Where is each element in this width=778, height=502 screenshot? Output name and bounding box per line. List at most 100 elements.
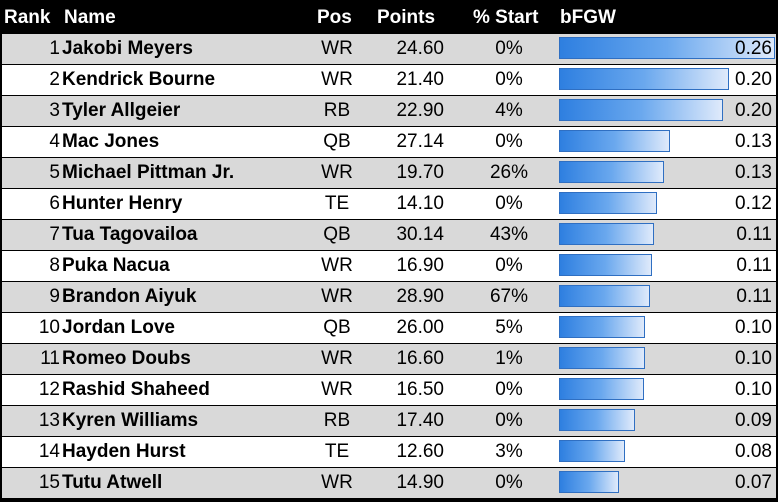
start-percent-cell: 0% [495,379,523,400]
position-cell: WR [321,69,353,90]
position-cell: QB [323,224,351,245]
header-pos: Pos [317,7,352,28]
bfgw-bar [559,254,652,276]
points-cell: 14.10 [396,193,444,214]
rank-cell: 6 [49,193,60,214]
rank-cell: 2 [49,69,60,90]
position-cell: WR [321,286,353,307]
table-row: 9 Brandon Aiyuk WR 28.90 67% 0.11 [2,281,776,312]
points-cell: 30.14 [396,224,444,245]
points-cell: 16.60 [396,348,444,369]
start-percent-cell: 5% [495,317,523,338]
position-cell: TE [324,193,350,214]
bfgw-value-cell: 0.07 [735,472,772,493]
player-name-cell: Rashid Shaheed [62,379,210,400]
rank-cell: 9 [49,286,60,307]
points-cell: 16.50 [396,379,444,400]
bfgw-bar [559,316,645,338]
position-cell: TE [324,441,350,462]
position-cell: WR [321,379,353,400]
bfgw-value-cell: 0.13 [735,131,772,152]
table-row: 12 Rashid Shaheed WR 16.50 0% 0.10 [2,374,776,405]
position-cell: WR [321,472,353,493]
player-name-cell: Puka Nacua [62,255,170,276]
player-name-cell: Jordan Love [62,317,175,338]
start-percent-cell: 3% [495,441,523,462]
header-bfgw: bFGW [560,7,616,28]
bfgw-value-cell: 0.11 [736,286,772,307]
player-name-cell: Kyren Williams [62,410,199,431]
position-cell: WR [321,38,353,59]
start-percent-cell: 0% [495,255,523,276]
player-name-cell: Tyler Allgeier [62,100,181,121]
rank-cell: 11 [40,348,60,369]
table-row: 13 Kyren Williams RB 17.40 0% 0.09 [2,405,776,436]
points-cell: 27.14 [396,131,444,152]
bfgw-bar [559,378,644,400]
bfgw-bar [559,37,775,59]
header-start: % Start [473,7,539,28]
start-percent-cell: 0% [495,410,523,431]
table-row: 7 Tua Tagovailoa QB 30.14 43% 0.11 [2,219,776,250]
table-row: 8 Puka Nacua WR 16.90 0% 0.11 [2,250,776,281]
table-row: 14 Hayden Hurst TE 12.60 3% 0.08 [2,436,776,467]
position-cell: QB [323,317,351,338]
bfgw-bar [559,161,664,183]
start-percent-cell: 0% [495,193,523,214]
points-cell: 26.00 [396,317,444,338]
points-cell: 17.40 [396,410,444,431]
rank-cell: 14 [38,441,60,462]
player-name-cell: Mac Jones [62,131,160,152]
rank-cell: 13 [38,410,60,431]
rank-cell: 1 [49,38,60,59]
bfgw-value-cell: 0.13 [735,162,772,183]
position-cell: WR [321,255,353,276]
start-percent-cell: 0% [495,131,523,152]
bfgw-value-cell: 0.11 [736,224,772,245]
table-row: 1 Jakobi Meyers WR 24.60 0% 0.26 [2,33,776,64]
player-name-cell: Hunter Henry [62,193,183,214]
start-percent-cell: 0% [495,38,523,59]
table-row: 6 Hunter Henry TE 14.10 0% 0.12 [2,188,776,219]
bfgw-value-cell: 0.08 [735,441,772,462]
points-cell: 14.90 [396,472,444,493]
player-name-cell: Jakobi Meyers [62,38,193,59]
points-cell: 28.90 [396,286,444,307]
table-row: 15 Tutu Atwell WR 14.90 0% 0.07 [2,467,776,498]
table-row: 5 Michael Pittman Jr. WR 19.70 26% 0.13 [2,157,776,188]
bfgw-bar [559,347,645,369]
position-cell: QB [323,131,351,152]
bfgw-value-cell: 0.10 [735,348,772,369]
points-cell: 24.60 [396,38,444,59]
rank-cell: 15 [38,472,60,493]
header-rank: Rank [4,7,51,28]
start-percent-cell: 4% [495,100,523,121]
bfgw-value-cell: 0.26 [735,38,772,59]
table-row: 11 Romeo Doubs WR 16.60 1% 0.10 [2,343,776,374]
bfgw-bar [559,130,670,152]
table-row: 2 Kendrick Bourne WR 21.40 0% 0.20 [2,64,776,95]
player-name-cell: Michael Pittman Jr. [62,162,235,183]
header-name: Name [64,7,116,28]
bfgw-bar [559,223,654,245]
bfgw-bar [559,409,635,431]
player-name-cell: Brandon Aiyuk [62,286,197,307]
table-row: 10 Jordan Love QB 26.00 5% 0.10 [2,312,776,343]
bfgw-bar [559,68,729,90]
rank-cell: 7 [49,224,60,245]
position-cell: RB [323,100,351,121]
player-name-cell: Hayden Hurst [62,441,186,462]
start-percent-cell: 43% [489,224,529,245]
points-cell: 22.90 [396,100,444,121]
bfgw-bar [559,192,657,214]
bfgw-value-cell: 0.12 [735,193,772,214]
points-cell: 12.60 [396,441,444,462]
rank-cell: 10 [38,317,60,338]
player-name-cell: Romeo Doubs [62,348,191,369]
header-points: Points [377,7,436,28]
bfgw-value-cell: 0.10 [735,379,772,400]
rank-cell: 5 [49,162,60,183]
rank-cell: 12 [38,379,60,400]
player-name-cell: Tua Tagovailoa [62,224,198,245]
start-percent-cell: 1% [495,348,523,369]
